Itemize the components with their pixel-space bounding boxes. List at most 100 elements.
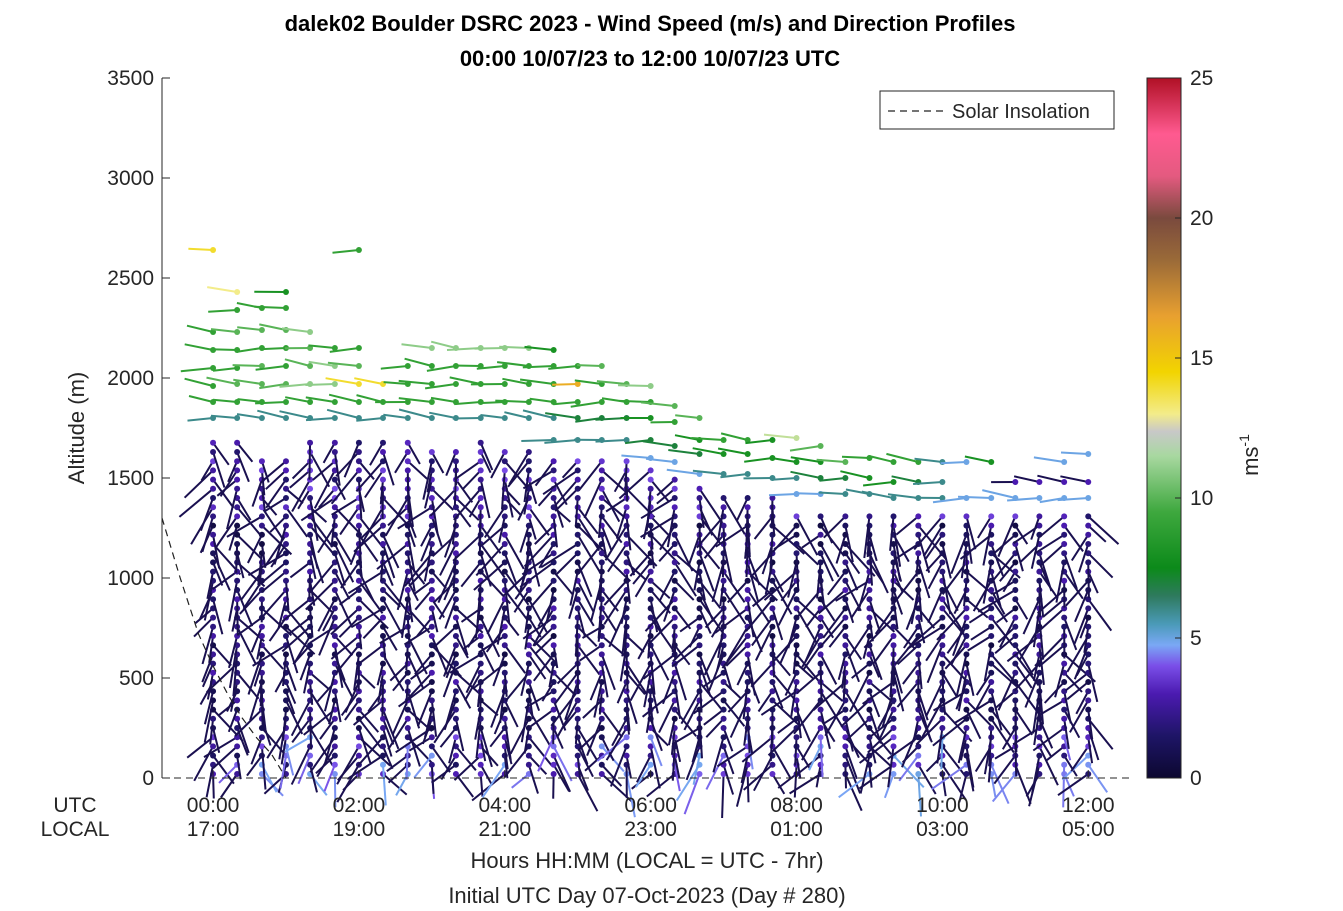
wind-barb-shaft <box>597 599 603 639</box>
wind-barb-shaft <box>519 525 530 553</box>
wind-barb-point <box>1061 531 1068 538</box>
wind-barb-shaft <box>260 460 270 483</box>
wind-barb-point <box>379 541 386 547</box>
wind-barb-point <box>842 475 849 481</box>
wind-barb-point <box>1085 706 1092 713</box>
wind-barb-shaft <box>672 635 701 663</box>
wind-barb-point <box>331 476 338 483</box>
wind-barb-point <box>501 458 508 465</box>
wind-barb-shaft <box>453 488 482 521</box>
wind-barb-shaft <box>844 755 862 794</box>
wind-barb-point <box>1061 459 1068 465</box>
wind-barb-shaft <box>398 681 433 708</box>
wind-barb-shaft <box>574 617 579 657</box>
wind-barb-shaft <box>387 718 409 750</box>
wind-barb-point <box>915 734 922 741</box>
wind-barb-shaft <box>862 681 895 705</box>
wind-barb-shaft <box>649 525 654 550</box>
x-tick-label-local: 05:00 <box>1062 818 1115 841</box>
wind-barb-point <box>428 605 435 612</box>
wind-barb-point <box>574 381 581 387</box>
wind-barb-shaft <box>1057 497 1089 502</box>
wind-barb-shaft <box>1063 709 1081 739</box>
wind-barb-point <box>963 513 970 520</box>
wind-barb-point <box>842 522 849 529</box>
wind-barb-point <box>963 706 970 713</box>
wind-barb-shaft <box>1037 474 1065 483</box>
colorbar-tick-label: 5 <box>1190 627 1202 650</box>
wind-barb-point <box>234 307 241 313</box>
wind-barb-shaft <box>460 607 482 623</box>
wind-barb-shaft <box>356 736 384 768</box>
wind-barb-shaft <box>226 488 239 530</box>
wind-barb-point <box>963 605 970 612</box>
wind-barb-point <box>817 706 824 713</box>
wind-barb-point <box>744 596 751 603</box>
wind-barb-shaft <box>1014 663 1033 689</box>
wind-barb-shaft <box>597 507 603 538</box>
wind-barb-shaft <box>476 365 505 370</box>
wind-barb-shaft <box>965 699 992 727</box>
wind-barb-point <box>501 642 508 649</box>
wind-barb-shaft <box>492 654 506 687</box>
wind-barb-shaft <box>579 460 603 490</box>
wind-barb-point <box>210 743 217 750</box>
wind-barb-shaft <box>382 653 405 692</box>
wind-barb-shaft <box>819 653 838 685</box>
wind-barb-point <box>404 587 411 593</box>
wind-barb-shaft <box>957 495 992 499</box>
wind-barb-point <box>234 513 241 520</box>
wind-barb-point <box>452 771 459 777</box>
wind-barb-shaft <box>649 736 663 767</box>
wind-barb-shaft <box>529 397 554 403</box>
wind-barb-shaft <box>649 478 670 503</box>
wind-barb-shaft <box>352 699 384 726</box>
wind-barb-shaft <box>396 571 409 611</box>
wind-barb-shaft <box>334 506 362 536</box>
wind-barb-shaft <box>994 534 1016 554</box>
wind-barb-shaft <box>312 460 336 481</box>
wind-barb-shaft <box>844 552 861 575</box>
wind-barb-point <box>623 559 630 566</box>
wind-barb-shaft <box>187 417 214 422</box>
wind-barb-shaft <box>253 663 263 687</box>
wind-barb-shaft <box>430 700 438 737</box>
wind-barb-shaft <box>338 616 360 638</box>
wind-barb-point <box>331 743 338 750</box>
wind-barb-shaft <box>465 663 482 694</box>
wind-barb-shaft <box>381 681 384 717</box>
wind-barb-shaft <box>583 479 603 519</box>
wind-barb-shaft <box>206 376 238 385</box>
wind-barb-point <box>744 614 751 621</box>
wind-barb-point <box>331 568 338 575</box>
wind-barb-point <box>355 345 362 351</box>
wind-barb-point <box>452 715 459 722</box>
wind-barb-shaft <box>261 644 284 670</box>
wind-barb-shaft <box>601 773 635 804</box>
wind-barb-shaft <box>1073 608 1090 645</box>
wind-barb-point <box>452 449 459 455</box>
wind-barb-shaft <box>330 516 336 548</box>
wind-barb-shaft <box>442 663 457 698</box>
wind-barb-point <box>671 679 678 685</box>
wind-barb-point <box>671 596 678 603</box>
wind-barb-shaft <box>808 745 822 771</box>
wind-barb-shaft <box>955 654 968 696</box>
wind-barb-shaft <box>282 654 287 687</box>
wind-barb-shaft <box>795 754 822 776</box>
wind-barb-shaft <box>338 589 360 606</box>
wind-barb-point <box>574 587 581 593</box>
wind-barb-point <box>210 715 217 722</box>
wind-barb-shaft <box>698 497 705 529</box>
wind-barb-shaft <box>479 451 492 474</box>
wind-barb-point <box>671 443 678 449</box>
wind-barb-shaft <box>878 709 895 740</box>
wind-barb-point <box>404 725 411 731</box>
wind-barb-shaft <box>936 727 944 764</box>
wind-barb-shaft <box>524 608 530 634</box>
wind-barb-shaft <box>1079 617 1090 639</box>
wind-barb-shaft <box>289 616 311 634</box>
wind-barb-point <box>501 363 508 369</box>
wind-barb-point <box>598 734 605 741</box>
wind-barb-point <box>258 458 265 465</box>
